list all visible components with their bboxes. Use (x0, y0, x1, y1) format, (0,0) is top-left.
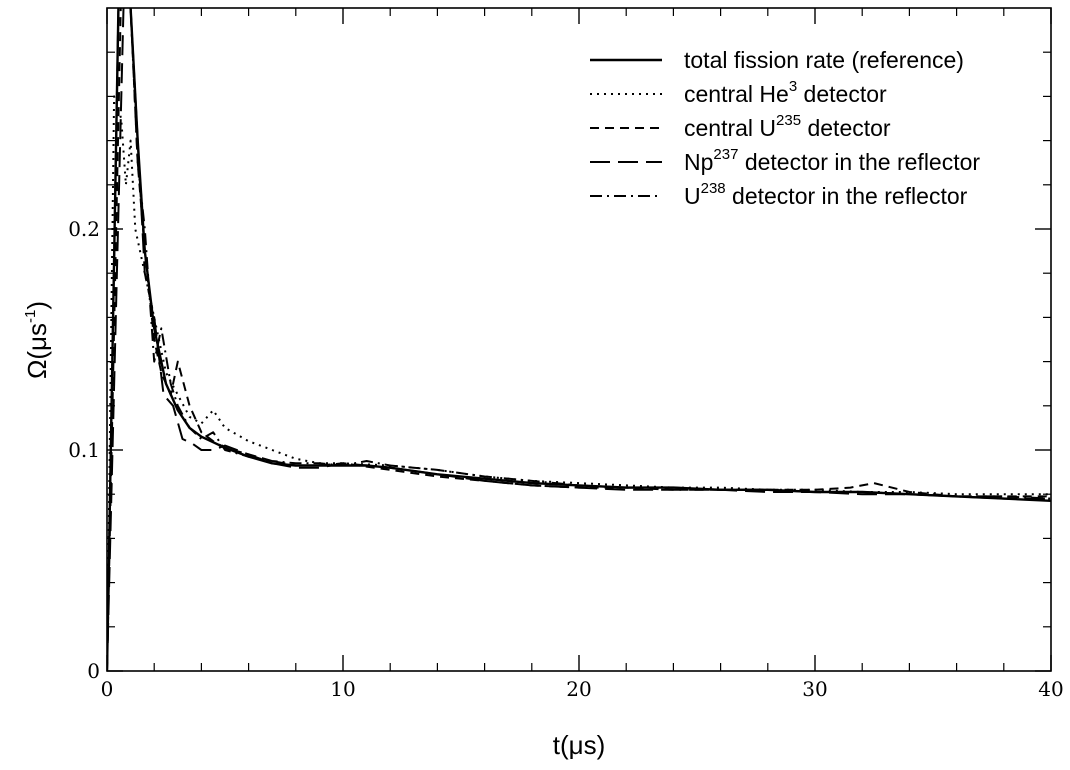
axis-ticks (106, 8, 1052, 672)
legend-label-3: central U235 detector (684, 112, 891, 141)
legend-label-rest: detector (801, 115, 891, 141)
legend-label-text: central U (684, 115, 776, 141)
y-tick-label: 0 (87, 659, 100, 683)
legend-label-4: Np237 detector in the reflector (684, 146, 980, 175)
y-tick-label: 0.1 (68, 438, 100, 462)
x-tick-label: 10 (330, 677, 355, 701)
legend-label-sup: 238 (701, 180, 726, 197)
x-tick-label: 20 (566, 677, 591, 701)
y-axis-title-close: ) (22, 301, 52, 310)
series-line-3 (107, 8, 1051, 671)
legend-label-sup: 3 (789, 78, 797, 95)
y-axis-title-sup: -1 (22, 310, 39, 323)
y-axis-title-main: Ω(μs (22, 323, 52, 379)
plot-frame (106, 7, 1052, 672)
x-tick-label: 30 (802, 677, 827, 701)
legend-label-sup: 235 (776, 112, 801, 129)
legend-label-text: U (684, 183, 701, 209)
y-axis-title: Ω(μs-1) (22, 301, 52, 379)
series-line-2 (107, 95, 1051, 671)
legend-label-rest: detector in the reflector (738, 149, 980, 175)
legend-label-1: total fission rate (reference) (684, 47, 964, 73)
series-line-5 (107, 8, 1051, 671)
legend-label-2: central He3 detector (684, 78, 887, 107)
x-axis-title: t(μs) (553, 730, 606, 760)
x-tick-label: 40 (1038, 677, 1063, 701)
x-tick-label: 0 (101, 677, 114, 701)
series-group (107, 8, 1051, 671)
tick-labels: 0 10 20 30 40 0 0.1 0.2 (68, 217, 1064, 701)
legend-label-text: total fission rate (reference) (684, 47, 964, 73)
legend-label-sup: 237 (713, 146, 738, 163)
legend-label-5: U238 detector in the reflector (684, 180, 968, 209)
series-line-1 (107, 8, 1051, 671)
y-tick-label: 0.2 (68, 217, 100, 241)
legend-label-text: Np (684, 149, 713, 175)
legend-label-text: central He (684, 81, 789, 107)
legend: total fission rate (reference) central He… (590, 47, 980, 209)
series-line-4 (107, 8, 1051, 671)
legend-label-rest: detector in the reflector (726, 183, 968, 209)
legend-label-rest: detector (797, 81, 887, 107)
